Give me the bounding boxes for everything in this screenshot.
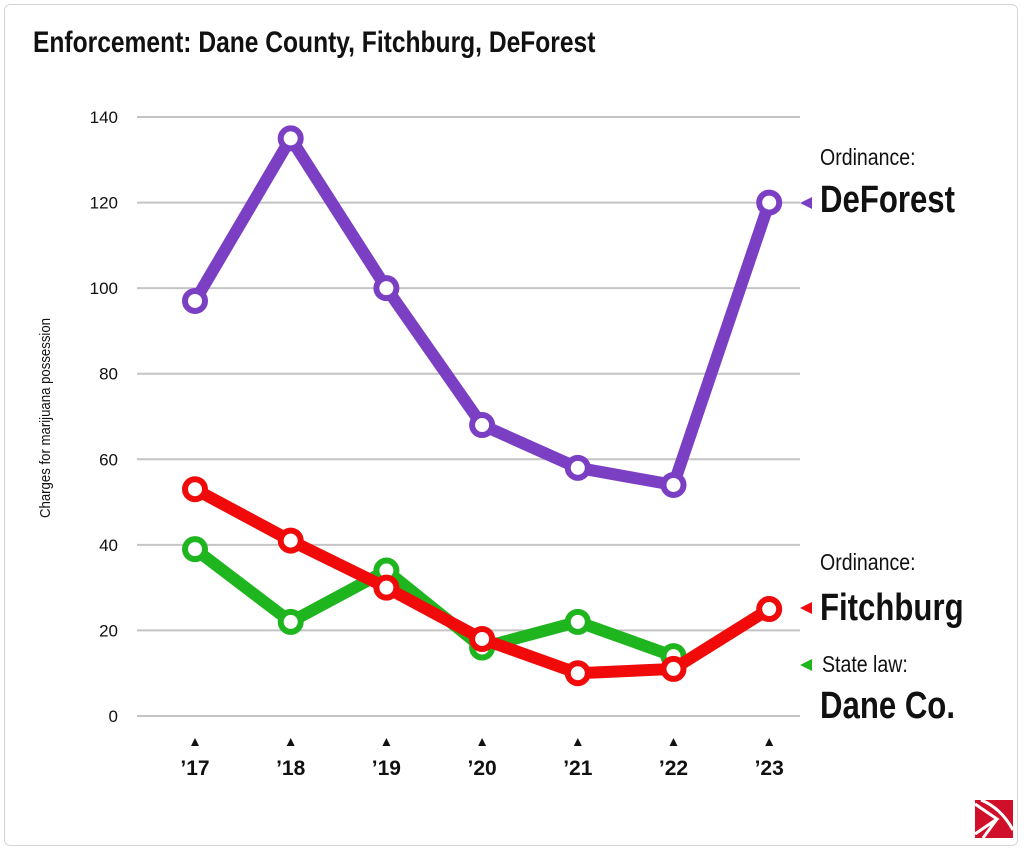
- logo: [974, 798, 1015, 839]
- series-label-caption: Ordinance:: [820, 145, 916, 171]
- data-point: [277, 527, 304, 554]
- series-label-name: Fitchburg: [820, 587, 964, 629]
- x-tick-marker: [765, 738, 774, 746]
- data-point: [182, 287, 208, 314]
- data-point: [756, 189, 783, 216]
- data-point: [660, 471, 687, 498]
- pointer-arrow-icon: [800, 197, 812, 209]
- data-point: [373, 574, 400, 601]
- x-tick-marker: [382, 738, 391, 746]
- data-point: [277, 608, 304, 635]
- data-point: [469, 412, 496, 439]
- data-point: [564, 454, 591, 481]
- chart-frame: [4, 4, 1018, 846]
- y-tick-label: 100: [90, 279, 118, 298]
- x-tick-marker: [573, 738, 582, 746]
- x-tick-label: ’17: [180, 757, 209, 780]
- x-tick-marker: [478, 738, 487, 746]
- chart-title: Enforcement: Dane County, Fitchburg, DeF…: [33, 25, 595, 59]
- logo-mark: [974, 798, 1015, 839]
- y-tick-label: 80: [99, 365, 118, 384]
- x-tick-label: ’18: [276, 757, 306, 780]
- series-label-caption: Ordinance:: [820, 550, 916, 576]
- y-tick-label: 60: [99, 450, 118, 469]
- series-label-name: Dane Co.: [820, 685, 955, 727]
- series-label: Ordinance: DeForest: [800, 145, 955, 221]
- data-point: [277, 125, 304, 152]
- pointer-arrow-icon: [800, 602, 812, 614]
- series-label-caption: State law:: [822, 652, 908, 678]
- y-tick-label: 120: [90, 194, 118, 213]
- y-tick-label: 0: [109, 707, 118, 726]
- data-point: [373, 275, 400, 302]
- x-tick-label: ’22: [659, 757, 688, 780]
- y-axis-label: Charges for marijuana possession: [36, 318, 53, 518]
- data-point: [182, 536, 208, 563]
- series-label: State law: Dane Co.: [800, 652, 955, 727]
- x-tick-marker: [286, 738, 295, 746]
- x-tick-label: ’23: [755, 757, 784, 780]
- x-tick-label: ’19: [372, 757, 401, 780]
- x-tick-label: ’21: [563, 757, 593, 780]
- data-point: [660, 655, 687, 682]
- series-label: Ordinance: Fitchburg: [800, 550, 964, 629]
- data-point: [182, 476, 208, 503]
- series-line-dane-co-: [191, 544, 676, 662]
- y-tick-label: 40: [99, 536, 118, 555]
- y-tick-label: 20: [99, 621, 118, 640]
- x-tick-marker: [669, 738, 678, 746]
- x-tick-marker: [191, 738, 199, 746]
- x-tick-label: ’20: [467, 757, 496, 780]
- series-label-name: DeForest: [820, 179, 955, 221]
- data-point: [564, 660, 591, 687]
- pointer-arrow-icon: [800, 659, 812, 671]
- data-point: [469, 625, 496, 652]
- y-tick-label: 140: [90, 108, 118, 127]
- data-point: [564, 608, 591, 635]
- data-point: [756, 596, 783, 623]
